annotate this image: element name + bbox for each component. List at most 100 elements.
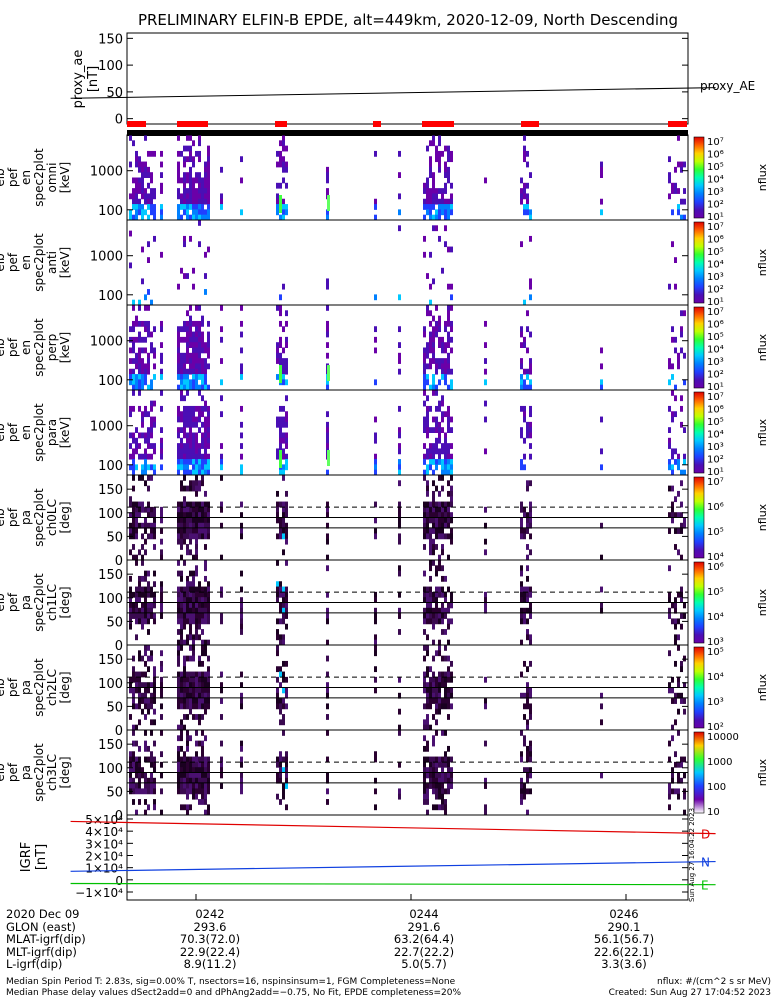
spectrogram-cell: [668, 607, 671, 614]
spectrogram-cell: [279, 150, 282, 157]
orbit-value: 290.1: [607, 919, 641, 934]
spectrogram-cell: [160, 809, 163, 816]
spectrogram-cell: [192, 575, 195, 582]
spectrogram-cell: [429, 331, 432, 338]
spectrogram-cell: [484, 740, 487, 747]
spectrogram-cell: [668, 756, 671, 763]
spectrogram-cell: [141, 469, 144, 476]
spectrogram-cell: [447, 145, 450, 152]
spectrogram-cell: [189, 512, 192, 518]
spectrogram-cell: [132, 676, 135, 683]
spectrogram-cell: [144, 469, 147, 476]
spectrogram-cell: [144, 740, 147, 747]
spectrogram-cell: [177, 676, 180, 683]
spectrogram-cell: [450, 336, 453, 343]
spectrogram-cell: [141, 772, 144, 779]
spectrogram-cell: [186, 745, 189, 752]
spectrogram-cell: [326, 469, 329, 476]
spectrogram-cell: [526, 687, 529, 694]
spectrogram-cell: [201, 395, 204, 402]
spectrogram-cell: [186, 411, 189, 418]
spectrogram-cell: [195, 565, 198, 572]
spectrogram-cell: [135, 448, 138, 455]
spectrogram-cell: [186, 416, 189, 423]
spectrogram-cell: [450, 767, 453, 773]
spectrogram-cell: [150, 347, 153, 354]
spectrogram-cell: [160, 703, 163, 710]
orbit-row-label: GLON (east): [6, 919, 76, 934]
spectrogram-cell: [129, 767, 132, 773]
spectrogram-cell: [192, 209, 195, 216]
spectrogram-cell: [600, 522, 603, 529]
spectrogram-cell: [240, 405, 243, 412]
spectrogram-cell: [526, 161, 529, 168]
spectrogram-cell: [441, 485, 444, 492]
spectrogram-cell: [671, 777, 674, 784]
spectrogram-cell: [195, 538, 198, 545]
spectrogram-cell: [520, 671, 523, 678]
spectrogram-cell: [195, 416, 198, 423]
spectrogram-cell: [183, 676, 186, 683]
spectrogram-cell: [141, 607, 144, 614]
spectrogram-7: [129, 645, 686, 731]
spectrogram-cell: [438, 235, 441, 242]
colorbar-tick-label: 10⁴: [707, 260, 724, 271]
spectrogram-cell: [279, 666, 282, 673]
orbit-row-label: L-igrf(dip): [6, 957, 63, 972]
spectrogram-cell: [279, 156, 282, 163]
spectrogram-cell: [195, 751, 198, 758]
spectrogram-cell: [441, 347, 444, 354]
spectrogram-cell: [198, 528, 201, 534]
spectrogram-cell: [220, 671, 223, 678]
spectrogram-cell: [186, 804, 189, 811]
spectrogram-cell: [438, 437, 441, 444]
spectrogram-cell: [438, 522, 441, 529]
spectrogram-cell: [192, 634, 195, 641]
spectrogram-cell: [526, 777, 529, 784]
spectrogram-cell: [429, 772, 432, 779]
spectrogram-cell: [276, 374, 279, 380]
spectrogram-cell: [207, 161, 210, 168]
spectrogram-cell: [529, 411, 532, 418]
spectrogram-cell: [526, 751, 529, 758]
spectrogram-cell: [204, 182, 207, 189]
spectrogram-cell: [447, 703, 450, 710]
spectrogram-cell: [674, 597, 677, 603]
spectrogram-cell: [523, 193, 526, 200]
spectrogram-cell: [526, 692, 529, 699]
spectrogram-cell: [398, 533, 401, 540]
spectrogram-cell: [326, 613, 329, 619]
spectrogram-cell: [204, 432, 207, 439]
spectrogram-cell: [423, 326, 426, 333]
spectrogram-cell: [183, 448, 186, 455]
spectrogram-cell: [484, 703, 487, 710]
spectrogram-cell: [207, 788, 210, 795]
spectrogram-cell: [484, 416, 487, 423]
spectrogram-cell: [207, 352, 210, 359]
spectrogram-cell: [441, 193, 444, 200]
spectrogram-cell: [207, 156, 210, 163]
spectrogram-cell: [529, 512, 532, 518]
spectrogram-cell: [204, 671, 207, 678]
spectrogram-cell: [150, 607, 153, 614]
spectrogram-cell: [326, 166, 329, 173]
spectrogram-cell: [192, 374, 195, 380]
colorbar-tick-label: 10⁷: [707, 137, 724, 148]
spectrogram-cell: [526, 384, 529, 391]
spectrogram-cell: [683, 708, 686, 715]
spectrogram-cell: [160, 251, 163, 258]
spectrogram-cell: [138, 618, 141, 625]
spectrogram-cell: [520, 177, 523, 184]
spectrogram-cell: [438, 639, 441, 646]
spectrogram-cell: [426, 682, 429, 688]
spectrogram-cell: [438, 342, 441, 348]
spectrogram-cell: [326, 639, 329, 646]
spectrogram-cell: [680, 623, 683, 630]
spectrogram-cell: [438, 427, 441, 433]
spectrogram-cell: [429, 586, 432, 593]
spectrogram-cell: [432, 490, 435, 497]
spectrogram-cell: [423, 374, 426, 380]
spectrogram-cell: [177, 443, 180, 449]
spectrogram-cell: [285, 687, 288, 694]
spectrogram-cell: [240, 761, 243, 768]
